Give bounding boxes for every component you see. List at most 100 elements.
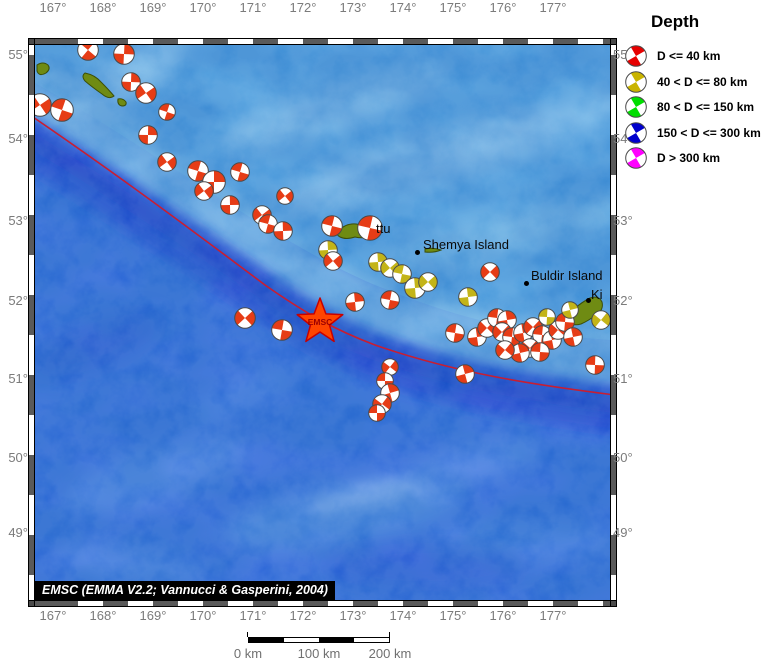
lon-tick-label: 171° [239, 608, 267, 623]
place-label: ttu [376, 221, 391, 236]
beachball [135, 82, 157, 104]
beachball [480, 262, 500, 282]
scalebar-tick [389, 632, 390, 637]
place-dot [524, 281, 529, 286]
beachball [357, 215, 383, 241]
scalebar-label: 200 km [368, 646, 412, 661]
beachball [625, 96, 647, 118]
beachball [625, 45, 647, 67]
scalebar-label: 100 km [297, 646, 341, 661]
lat-tick-label: 55° [8, 47, 28, 62]
lon-tick-label: 175° [439, 0, 467, 15]
lon-tick-label: 175° [439, 608, 467, 623]
beachball [345, 292, 365, 312]
beachball [77, 45, 99, 61]
lon-tick-label: 173° [339, 0, 367, 15]
frame-corner [28, 600, 35, 607]
beachball [538, 308, 556, 326]
lon-tick-label: 174° [389, 608, 417, 623]
emsc-star-label: EMSC [308, 317, 333, 327]
frame-corner [28, 38, 35, 45]
beachball [321, 215, 343, 237]
lon-tick-label: 176° [489, 608, 517, 623]
scalebar-segment [284, 638, 319, 642]
lon-tick-label: 170° [189, 608, 217, 623]
beachball [445, 323, 465, 343]
scalebar-tick [247, 632, 248, 637]
lat-tick-label: 51° [613, 371, 633, 386]
place-label: Shemya Island [423, 237, 509, 252]
beachball [368, 404, 386, 422]
beachball [561, 301, 579, 319]
scalebar-segment [249, 638, 284, 642]
legend-title: Depth [651, 12, 700, 31]
scalebar-segment [319, 638, 354, 642]
beachball [625, 147, 647, 169]
scalebar-segment [354, 638, 389, 642]
beachball [138, 125, 158, 145]
lat-tick-label: 50° [613, 450, 633, 465]
beachball [157, 152, 177, 172]
legend-entry-label: 80 < D <= 150 km [657, 100, 755, 114]
beachball [418, 272, 438, 292]
beachball [194, 181, 214, 201]
lon-tick-label: 172° [289, 608, 317, 623]
beachball [220, 195, 240, 215]
beachball [392, 264, 412, 284]
beachball [563, 327, 583, 347]
lon-tick-label: 177° [539, 608, 567, 623]
beachball [530, 342, 550, 362]
lat-tick-label: 53° [8, 213, 28, 228]
lon-tick-label: 173° [339, 608, 367, 623]
lon-tick-label: 169° [139, 0, 167, 15]
place-dot [586, 298, 591, 303]
beachball [625, 70, 647, 93]
place-label: Buldir Island [531, 268, 603, 283]
legend-entry-label: 40 < D <= 80 km [657, 74, 748, 89]
lon-tick-label: 169° [139, 608, 167, 623]
frame-corner [610, 600, 617, 607]
beachball [323, 251, 343, 271]
lon-tick-label: 177° [539, 0, 567, 15]
beachball [121, 72, 141, 92]
frame-top [35, 38, 610, 45]
place-label: Ki [591, 287, 603, 302]
map-citation: EMSC (EMMA V2.2; Vannucci & Gasperini, 2… [35, 581, 335, 600]
beachball [113, 45, 135, 65]
beachball [273, 221, 293, 241]
map-canvas: ttu Shemya Island Buldir Island Ki EMSC EMS… [35, 45, 610, 600]
beachball [380, 290, 400, 310]
lon-tick-label: 167° [39, 0, 67, 15]
scalebar-label: 0 km [233, 646, 263, 661]
beachball [276, 187, 294, 205]
beachball [455, 364, 475, 384]
beachball [234, 307, 256, 329]
beachball [158, 103, 176, 121]
lon-tick-label: 168° [89, 608, 117, 623]
lon-tick-label: 168° [89, 0, 117, 15]
lon-tick-label: 176° [489, 0, 517, 15]
beachball [50, 98, 74, 122]
frame-right [610, 45, 617, 600]
beachball [187, 160, 209, 182]
distance-scalebar [248, 637, 390, 643]
beachball [230, 162, 250, 182]
lat-tick-label: 52° [8, 293, 28, 308]
beachball [625, 121, 647, 144]
lat-tick-label: 54° [8, 131, 28, 146]
lat-tick-label: 53° [613, 213, 633, 228]
beachball [458, 287, 478, 307]
lon-tick-label: 172° [289, 0, 317, 15]
beachball [35, 93, 52, 117]
lat-tick-label: 52° [613, 293, 633, 308]
legend-entry-label: D > 300 km [657, 151, 721, 165]
beachball [591, 310, 610, 330]
lon-tick-label: 167° [39, 608, 67, 623]
legend-entry-label: 150 < D <= 300 km [657, 125, 761, 140]
beachball [585, 355, 605, 375]
frame-bottom [35, 600, 610, 607]
legend-entry-label: D <= 40 km [657, 49, 721, 63]
lat-tick-label: 49° [613, 525, 633, 540]
lon-tick-label: 171° [239, 0, 267, 15]
